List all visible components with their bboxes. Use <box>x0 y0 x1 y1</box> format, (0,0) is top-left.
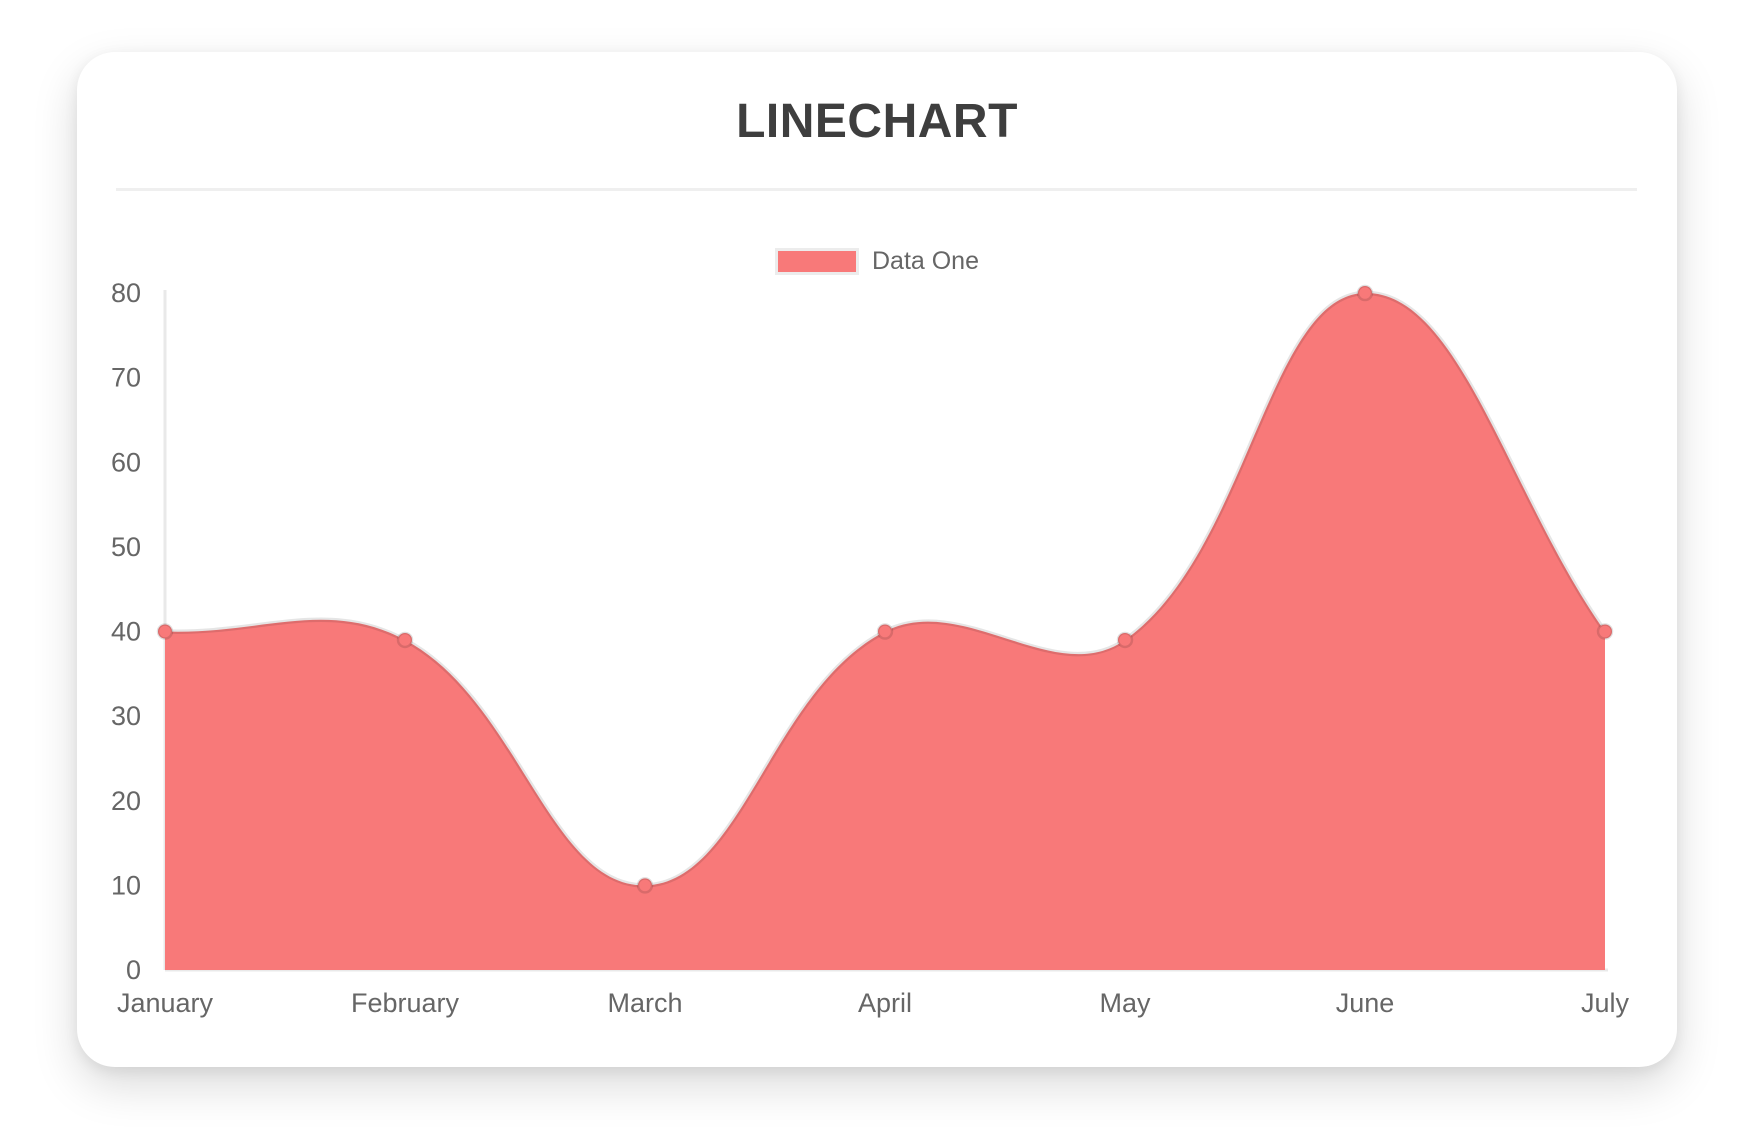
data-point-may[interactable] <box>1116 631 1134 649</box>
y-tick-label-50: 50 <box>111 532 141 562</box>
x-axis-label-january: January <box>117 988 214 1018</box>
y-tick-label-70: 70 <box>111 363 141 393</box>
x-axis-label-april: April <box>858 988 912 1018</box>
y-tick-label-10: 10 <box>111 870 141 900</box>
data-point-july[interactable] <box>1596 623 1614 640</box>
legend-label: Data One <box>871 247 979 275</box>
y-tick-label-30: 30 <box>111 701 141 731</box>
data-point-february[interactable] <box>396 631 414 649</box>
title-divider <box>116 188 1637 191</box>
legend-swatch <box>774 248 859 275</box>
data-point-march[interactable] <box>636 877 654 894</box>
chart-title: LINECHART <box>736 95 1018 148</box>
line-stroke-data-one <box>162 290 1608 888</box>
line-chart-canvas[interactable]: 0 10 20 30 40 50 60 70 80 January February March Apr… <box>77 52 1677 1067</box>
x-axis-label-february: February <box>351 988 460 1018</box>
y-tick-label-60: 60 <box>111 447 141 477</box>
data-point-january[interactable] <box>156 623 174 640</box>
legend-item-data-one[interactable]: Data One <box>77 247 1677 276</box>
labels-layer: 0 10 20 30 40 50 60 70 80 January February March Apr… <box>111 278 1630 1018</box>
chart-card: LINECHART Data One 0 10 20 30 40 50 60 70 80 Janu… <box>77 52 1677 1067</box>
x-axis-label-march: March <box>607 988 682 1018</box>
y-tick-label-40: 40 <box>111 617 141 647</box>
data-point-april[interactable] <box>876 623 894 640</box>
points-layer <box>156 284 1614 894</box>
x-axis-label-may: May <box>1099 988 1151 1018</box>
y-tick-label-80: 80 <box>111 278 141 308</box>
area-fill-data-one <box>165 292 1605 970</box>
y-tick-label-0: 0 <box>126 955 141 985</box>
y-tick-label-20: 20 <box>111 786 141 816</box>
data-point-june[interactable] <box>1356 284 1374 302</box>
x-axis-label-july: July <box>1581 988 1630 1018</box>
x-axis-label-june: June <box>1336 988 1395 1018</box>
series-layer <box>162 290 1608 970</box>
